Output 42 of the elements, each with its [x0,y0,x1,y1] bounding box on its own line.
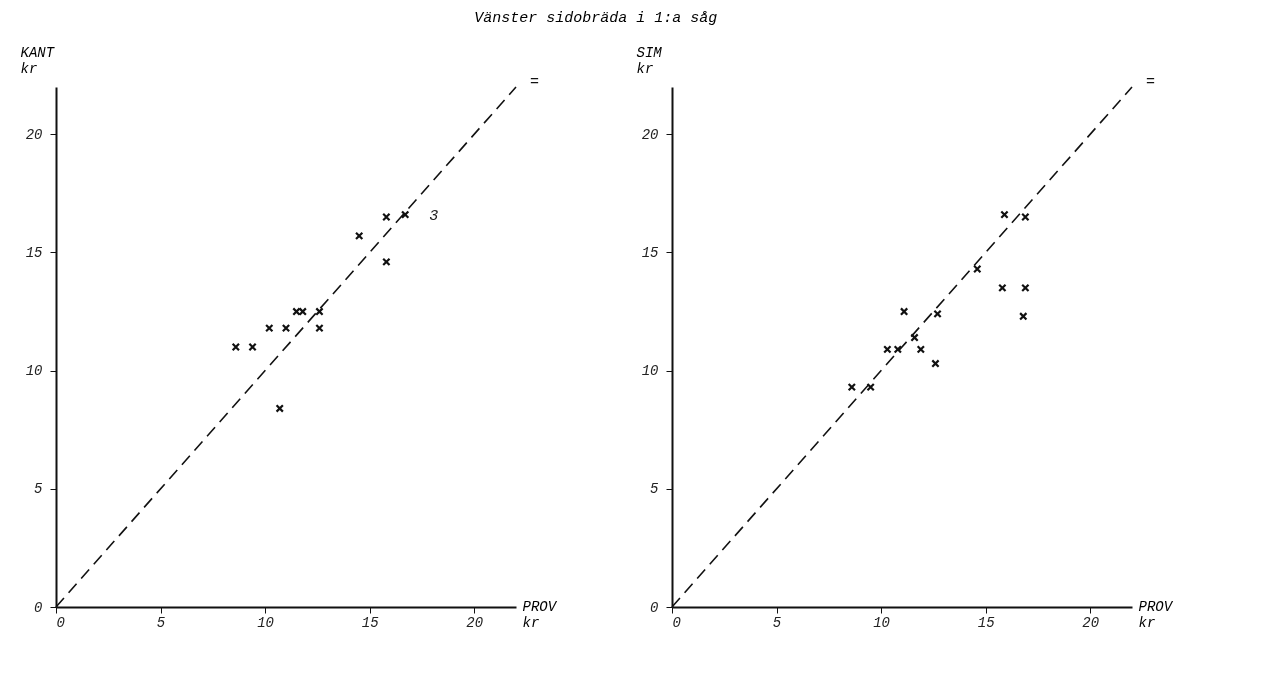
y-tick-label: 10 [641,363,659,380]
point [933,309,942,319]
y-tick-label: 20 [25,126,43,143]
x-tick-label: 15 [361,614,380,631]
series-label: = [530,74,540,91]
x-tick-label: 10 [873,614,890,631]
y-tick-label: 15 [641,244,660,261]
x-tick-label: 15 [977,614,996,631]
x-tick-label: 20 [1082,614,1100,631]
point [354,231,364,241]
y-tick-label: 20 [641,126,659,143]
y-tick-label: 5 [650,481,660,498]
series-label: = [1146,74,1156,91]
point [281,323,291,333]
x-tick-label: 20 [466,614,484,631]
point [315,323,324,333]
point [899,307,909,316]
y-tick-label: 5 [34,481,44,498]
y-tick-label: 0 [650,599,659,616]
x-tick-label: 5 [156,614,166,631]
y-axis-title: SIM kr [636,44,663,77]
y-tick-label: 0 [34,599,43,616]
point [1019,312,1028,321]
y-tick-label: 10 [25,363,43,380]
y-tick-label: 15 [25,244,44,261]
x-tick-label: 0 [672,614,681,631]
x-tick-label: 0 [56,614,65,631]
point [1021,283,1030,293]
point [231,342,241,352]
point [382,257,391,267]
annotation: 3 [429,207,439,225]
x-tick-label: 5 [772,614,782,631]
point [973,264,982,274]
point [916,345,926,354]
point [248,342,257,352]
x-axis-title: PROV kr [1138,598,1174,631]
x-axis-title: PROV kr [522,598,558,631]
text: Vänster sidobräda i 1:a såg [474,10,718,27]
point [998,283,1007,293]
x-tick-label: 10 [257,614,274,631]
point [400,210,410,219]
y-axis-title: KANT kr [20,44,55,77]
